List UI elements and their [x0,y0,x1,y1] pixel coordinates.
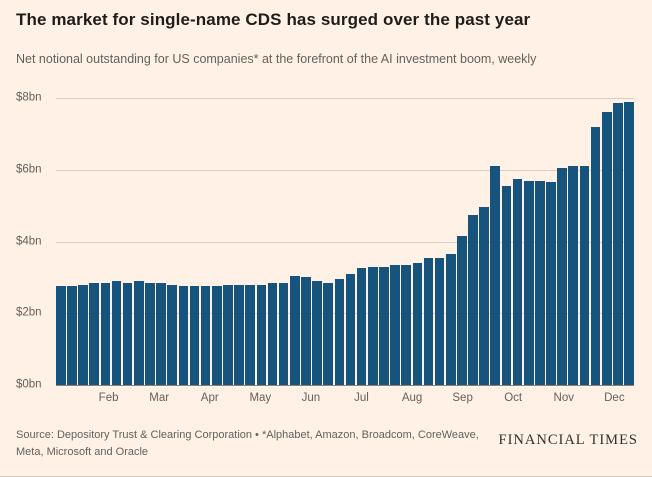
bar [200,286,211,385]
y-axis-label: $2bn [16,306,42,319]
page-title: The market for single-name CDS has surge… [16,10,531,29]
bar [434,257,445,385]
bar [122,282,133,385]
bar [546,182,556,385]
bar [334,279,345,385]
bar [301,277,311,385]
bar [367,266,378,385]
grid-line [56,241,634,243]
bar [278,282,289,385]
x-axis-label: Sep [452,392,473,404]
x-axis-label: Jun [301,392,321,404]
bar [145,282,155,385]
bar [590,126,601,385]
bar [457,236,467,385]
bar [178,286,189,385]
x-axis-label: Mar [149,392,170,404]
bar [156,282,166,385]
bar [557,167,567,385]
x-axis-label: Nov [553,392,574,404]
grid-line [56,169,634,171]
bar [535,180,545,385]
bar [624,101,634,385]
bar [133,280,144,385]
x-axis-label: May [249,392,272,404]
plot-area: $0bn $2bn $4bn $6bn $8bn Feb Mar Apr May Jun Jul Au… [16,92,634,404]
bar [512,178,523,385]
y-axis-label: $4bn [16,234,42,247]
bar [78,284,88,385]
bar [211,286,222,385]
bar [390,264,400,385]
bar [523,180,534,385]
chart-subtitle: Net notional outstanding for US companie… [16,52,537,66]
cds-bar-chart: $0bn $2bn $4bn $6bn $8bn Feb Mar Apr May Jun Jul Au… [16,72,638,417]
bar [256,284,267,385]
bar [100,282,111,385]
bar [568,166,579,385]
bar [501,185,512,385]
bar [245,284,256,385]
y-axis-label: $6bn [16,163,42,175]
grid-line [56,313,634,315]
x-axis-label: Dec [604,392,625,404]
source-note: Source: Depository Trust & Clearing Corp… [16,429,479,458]
financial-times-logo: FINANCIAL TIMES [498,432,638,448]
bar [579,166,590,385]
bar [67,286,77,385]
bar [379,266,389,385]
bar [223,284,233,385]
y-axis-label: $0bn [16,378,42,391]
bar [312,280,322,385]
bar [479,207,489,385]
bar [601,112,612,385]
bar [412,263,423,385]
x-axis-label: Oct [504,392,523,404]
x-axis-label: Jul [354,392,369,404]
bar [56,286,66,385]
x-axis-label: Aug [401,392,423,404]
bars-container [56,98,634,385]
x-axis-label: Apr [200,392,219,404]
bar [401,264,411,385]
bar [189,286,200,385]
y-axis-label: $8bn [16,91,42,104]
bar [323,282,334,385]
chart-footer: Source: Depository Trust & Clearing Corp… [16,421,638,476]
bar [234,284,244,385]
bar [490,166,501,385]
bar [111,280,122,385]
bar [613,103,623,385]
bar [267,282,278,385]
bar [89,282,100,385]
bar [289,275,300,385]
bar [167,284,178,385]
bar [468,214,478,385]
x-axis-label: Feb [98,392,119,404]
bar [445,254,456,385]
x-axis-baseline [56,385,634,386]
bar [356,268,367,385]
bar [423,257,434,385]
bar [345,273,356,385]
grid-line [56,98,634,99]
